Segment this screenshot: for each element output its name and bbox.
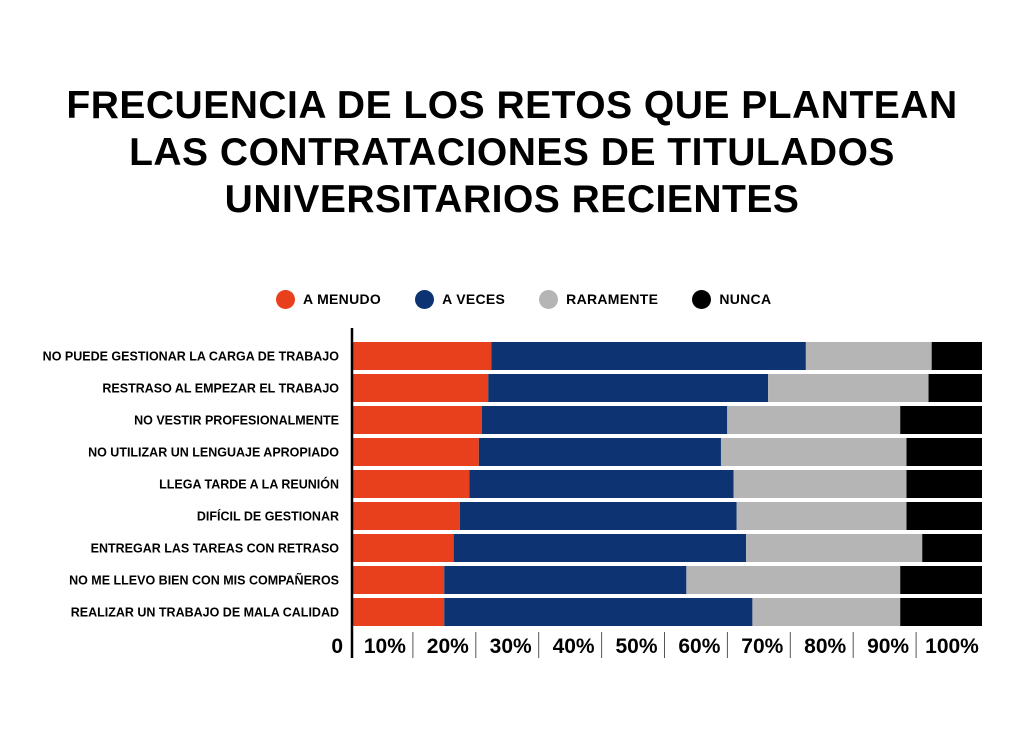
category-label-8: NO ME LLEVO BIEN CON MIS COMPAÑEROS xyxy=(69,573,339,588)
bar-nunca-9 xyxy=(900,598,982,626)
legend-item-a-veces: A VECES xyxy=(415,289,506,309)
bar-a-veces-3 xyxy=(481,406,728,434)
legend-label-a-menudo: A MENUDO xyxy=(303,291,382,307)
legend-item-raramente: RARAMENTE xyxy=(539,289,659,309)
x-tick-label-9: 80% xyxy=(804,635,846,658)
bar-raramente-7 xyxy=(746,534,923,562)
category-label-2: RESTRASO AL EMPEZAR EL TRABAJO xyxy=(102,382,339,396)
legend-item-nunca: NUNCA xyxy=(692,289,772,309)
legend-swatch-raramente xyxy=(539,289,559,309)
bar-raramente-9 xyxy=(752,598,901,626)
category-label-9: REALIZAR UN TRABAJO DE MALA CALIDAD xyxy=(71,606,339,620)
x-tick-label-8: 70% xyxy=(741,635,783,658)
bar-a-menudo-1 xyxy=(353,342,492,370)
category-label-6: DIFÍCIL DE GESTIONAR xyxy=(197,509,339,524)
bar-a-veces-8 xyxy=(444,566,687,594)
bar-nunca-5 xyxy=(906,470,982,498)
bar-a-veces-5 xyxy=(469,470,734,498)
bar-raramente-5 xyxy=(733,470,907,498)
x-tick-label-5: 40% xyxy=(553,635,595,658)
bar-raramente-4 xyxy=(720,438,907,466)
x-tick-label-11: 100% xyxy=(925,635,979,658)
category-label-4: NO UTILIZAR UN LENGUAJE APROPIADO xyxy=(88,446,339,460)
bar-a-menudo-9 xyxy=(353,598,445,626)
bar-nunca-3 xyxy=(900,406,982,434)
title-line-3: UNIVERSITARIOS RECIENTES xyxy=(224,178,800,221)
bar-a-veces-7 xyxy=(453,534,747,562)
bar-nunca-4 xyxy=(906,438,982,466)
bar-a-menudo-6 xyxy=(353,502,460,530)
bar-nunca-6 xyxy=(906,502,982,530)
bar-a-menudo-3 xyxy=(353,406,482,434)
bar-nunca-1 xyxy=(931,342,982,370)
bar-nunca-2 xyxy=(928,374,982,402)
bar-a-veces-6 xyxy=(459,502,737,530)
bar-a-menudo-7 xyxy=(353,534,454,562)
legend: A MENUDO A VECES RARAMENTE NUNCA xyxy=(276,288,805,310)
x-tick-label-2: 10% xyxy=(364,635,406,658)
bar-a-menudo-4 xyxy=(353,438,479,466)
title-line-1: FRECUENCIA DE LOS RETOS QUE PLANTEAN xyxy=(66,84,958,127)
category-label-5: LLEGA TARDE A LA REUNIÓN xyxy=(159,477,339,492)
bar-a-menudo-5 xyxy=(353,470,470,498)
x-tick-label-1: 0 xyxy=(331,635,343,658)
bar-nunca-8 xyxy=(900,566,982,594)
legend-label-a-veces: A VECES xyxy=(442,291,506,307)
x-tick-label-10: 90% xyxy=(867,635,909,658)
bar-raramente-8 xyxy=(686,566,901,594)
category-label-7: ENTREGAR LAS TAREAS CON RETRASO xyxy=(91,542,340,556)
bar-a-veces-4 xyxy=(478,438,721,466)
legend-label-raramente: RARAMENTE xyxy=(566,291,659,307)
legend-swatch-a-menudo xyxy=(276,289,295,309)
x-tick-label-6: 50% xyxy=(615,635,657,658)
chart-title: FRECUENCIA DE LOS RETOS QUE PLANTEAN LAS… xyxy=(0,82,1024,223)
bar-a-veces-1 xyxy=(491,342,806,370)
bar-a-menudo-8 xyxy=(353,566,445,594)
bar-raramente-1 xyxy=(805,342,932,370)
bar-raramente-2 xyxy=(768,374,929,402)
x-tick-label-4: 30% xyxy=(490,635,532,658)
legend-label-nunca: NUNCA xyxy=(719,291,772,307)
bar-nunca-7 xyxy=(922,534,982,562)
x-tick-label-7: 60% xyxy=(678,635,720,658)
bar-a-veces-2 xyxy=(488,374,769,402)
x-tick-label-3: 20% xyxy=(427,635,469,658)
bar-a-veces-9 xyxy=(444,598,753,626)
legend-swatch-a-veces xyxy=(415,289,435,309)
category-label-1: NO PUEDE GESTIONAR LA CARGA DE TRABAJO xyxy=(43,350,340,364)
bar-raramente-3 xyxy=(727,406,901,434)
title-line-2: LAS CONTRATACIONES DE TITULADOS xyxy=(129,131,895,174)
legend-swatch-nunca xyxy=(692,289,712,309)
legend-item-a-menudo: A MENUDO xyxy=(276,289,382,309)
category-label-3: NO VESTIR PROFESIONALMENTE xyxy=(134,414,339,428)
bar-raramente-6 xyxy=(736,502,907,530)
bar-a-menudo-2 xyxy=(353,374,489,402)
